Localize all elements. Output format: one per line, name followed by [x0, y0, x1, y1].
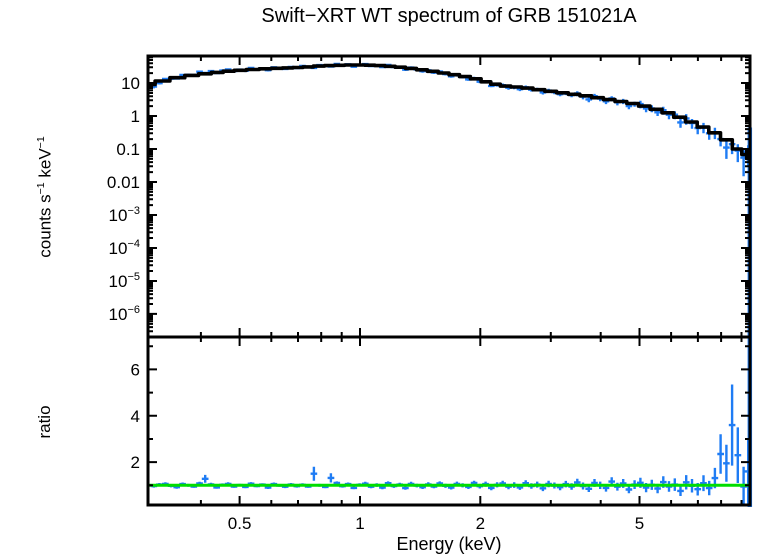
svg-text:10−3: 10−3: [109, 205, 140, 225]
svg-text:2: 2: [476, 514, 485, 533]
svg-text:5: 5: [635, 514, 644, 533]
axis-ticks: [148, 56, 750, 505]
svg-text:10−5: 10−5: [109, 271, 140, 291]
x-axis-label: Energy (keV): [396, 534, 502, 554]
top-panel-data-series: [150, 62, 750, 177]
figure-title: Swift−XRT WT spectrum of GRB 151021A: [261, 5, 637, 27]
svg-text:0.1: 0.1: [116, 140, 140, 159]
svg-text:10: 10: [121, 74, 140, 93]
top-panel-model-line: [148, 63, 750, 161]
svg-text:0.01: 0.01: [107, 173, 140, 192]
svg-text:6: 6: [131, 360, 140, 379]
bottom-panel-data-series: [150, 384, 750, 505]
top-panel-y-tick-labels: 10 1 0.1 0.01 10−3 10−4 10−5 10−6: [107, 74, 140, 324]
svg-text:1: 1: [355, 514, 364, 533]
bottom-panel-y-axis-label: ratio: [35, 405, 54, 439]
svg-text:2: 2: [131, 453, 140, 472]
svg-text:10−4: 10−4: [109, 238, 140, 258]
bottom-panel-y-tick-labels: 2 4 6: [131, 360, 140, 472]
top-panel-y-axis-label: counts s−1 keV−1: [35, 136, 55, 258]
svg-text:1: 1: [131, 107, 140, 126]
svg-text:4: 4: [131, 407, 140, 426]
svg-text:0.5: 0.5: [228, 514, 252, 533]
svg-text:10−6: 10−6: [109, 304, 140, 324]
panel-frames: [146, 54, 752, 507]
x-tick-labels: 0.5 1 2 5: [228, 514, 644, 533]
